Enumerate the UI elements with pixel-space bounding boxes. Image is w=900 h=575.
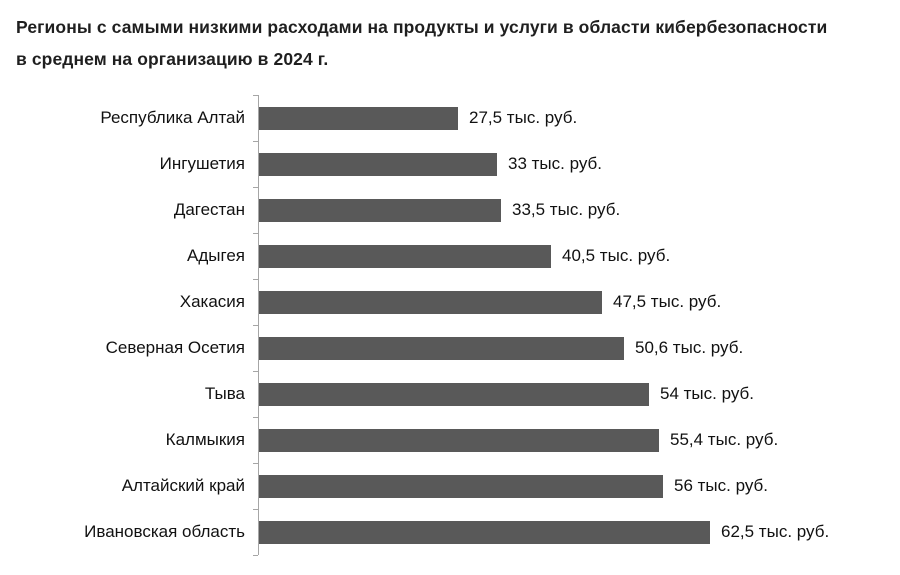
bar: [259, 520, 710, 544]
category-label: Калмыкия: [165, 430, 245, 449]
category-label: Дагестан: [173, 200, 245, 219]
category-label: Хакасия: [179, 292, 245, 311]
axis-tick: [253, 279, 258, 280]
bar-value-label: 27,5 тыс. руб.: [469, 108, 578, 127]
chart-title-line2: в среднем на организацию в 2024 г.: [16, 49, 329, 69]
category-label: Алтайский край: [121, 476, 245, 495]
category-label: Тыва: [204, 384, 245, 403]
plot-area: 27,5 тыс. руб. 33 тыс. руб. 33,5 тыс. руб.…: [253, 95, 900, 556]
bar-row: 40,5 тыс. руб.: [259, 233, 900, 279]
bar-row: 33 тыс. руб.: [259, 141, 900, 187]
bar-value-label: 62,5 тыс. руб.: [721, 522, 830, 541]
axis-tick: [253, 509, 258, 510]
bar-value-label: 54 тыс. руб.: [660, 384, 754, 403]
bar-row: 47,5 тыс. руб.: [259, 279, 900, 325]
bar-value-label: 33,5 тыс. руб.: [512, 200, 621, 219]
axis-tick: [253, 325, 258, 326]
bar-value-label: 56 тыс. руб.: [674, 476, 768, 495]
bar: [259, 106, 458, 130]
axis-tick: [253, 233, 258, 234]
category-label: Ингушетия: [159, 154, 245, 173]
bar: [259, 290, 602, 314]
bar-value-label: 33 тыс. руб.: [508, 154, 602, 173]
bar: [259, 474, 663, 498]
category-label: Северная Осетия: [105, 338, 245, 357]
bar-row: 56 тыс. руб.: [259, 463, 900, 509]
bar-value-label: 40,5 тыс. руб.: [562, 246, 671, 265]
axis-tick: [253, 417, 258, 418]
bar-row: 50,6 тыс. руб.: [259, 325, 900, 371]
axis-tick: [253, 463, 258, 464]
axis-tick: [253, 141, 258, 142]
category-label: Республика Алтай: [100, 108, 245, 127]
bar: [259, 198, 501, 222]
bar-chart: Республика Алтай Ингушетия Дагестан Адыгея Х…: [0, 95, 900, 556]
axis-tick: [253, 555, 258, 556]
bar-row: 27,5 тыс. руб.: [259, 95, 900, 141]
chart-title-line1: Регионы с самыми низкими расходами на пр…: [16, 17, 828, 37]
category-label: Ивановская область: [84, 522, 245, 541]
bar: [259, 244, 551, 268]
bar-row: 62,5 тыс. руб.: [259, 509, 900, 555]
bar-row: 33,5 тыс. руб.: [259, 187, 900, 233]
bar: [259, 382, 649, 406]
bar-value-label: 50,6 тыс. руб.: [635, 338, 744, 357]
bar: [259, 336, 624, 360]
axis-tick: [253, 187, 258, 188]
chart-title: Регионы с самыми низкими расходами на пр…: [0, 0, 900, 75]
bar: [259, 428, 659, 452]
axis-tick: [253, 371, 258, 372]
bar: [259, 152, 497, 176]
bar-row: 54 тыс. руб.: [259, 371, 900, 417]
category-axis-labels: Республика Алтай Ингушетия Дагестан Адыгея Х…: [0, 95, 258, 555]
bar-value-label: 55,4 тыс. руб.: [670, 430, 779, 449]
bar-row: 55,4 тыс. руб.: [259, 417, 900, 463]
bar-value-label: 47,5 тыс. руб.: [613, 292, 722, 311]
category-label: Адыгея: [187, 246, 245, 265]
axis-tick: [253, 95, 258, 96]
